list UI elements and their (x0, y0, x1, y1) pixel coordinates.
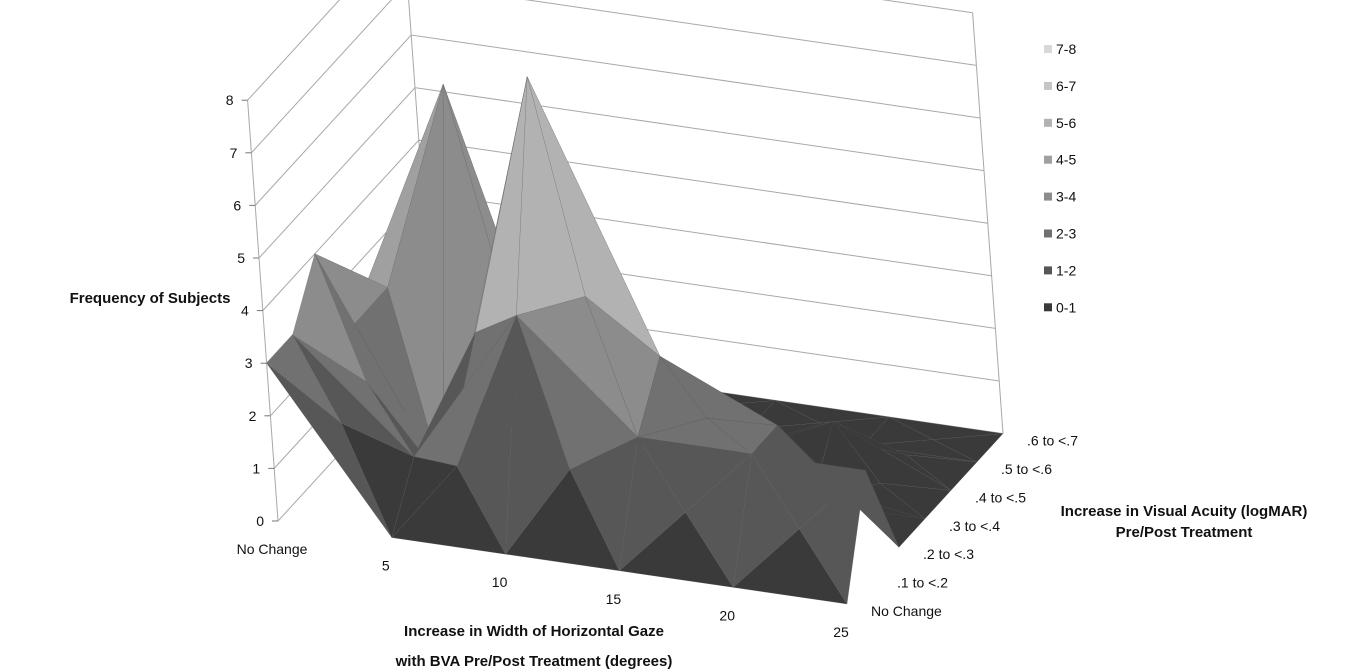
surface-facet (862, 416, 934, 446)
legend-label: 0-1 (1056, 299, 1076, 315)
x-tick-label: No Change (237, 541, 308, 557)
legend-label: 5-6 (1056, 115, 1076, 131)
z-tick-label: 1 (252, 460, 260, 476)
legend: 7-8 6-7 5-6 4-5 3-4 2-3 1-2 0-1 (1044, 41, 1076, 315)
wall-edge (972, 12, 1004, 434)
surface-facet (619, 436, 686, 572)
x-axis: No Change 5 10 15 20 25 (237, 541, 849, 640)
x-tick-label: 15 (606, 591, 622, 607)
legend-swatch (1044, 118, 1052, 127)
z-tick-label: 3 (245, 355, 253, 371)
surface-facet (732, 453, 800, 588)
gridline (254, 34, 981, 206)
surface-plot (266, 76, 1004, 605)
y-tick-label: .1 to <.2 (897, 575, 948, 591)
x-axis-title-line2: with BVA Pre/Post Treatment (degrees) (395, 653, 673, 670)
gridline (251, 0, 977, 154)
x-axis-title-line1: Increase in Width of Horizontal Gaze (404, 623, 664, 640)
legend-label: 4-5 (1056, 152, 1076, 168)
gridline (247, 0, 973, 101)
surface-facet (391, 456, 458, 538)
legend-label: 2-3 (1056, 226, 1076, 242)
x-tick-label: 10 (492, 574, 508, 590)
legend-label: 1-2 (1056, 262, 1076, 278)
z-tick-label: 5 (237, 250, 245, 266)
y-axis-title-line1: Increase in Visual Acuity (logMAR) (1061, 503, 1308, 520)
y-tick-label: .6 to <.7 (1027, 433, 1078, 449)
z-axis: 0 1 2 3 4 5 6 7 8 (226, 92, 278, 529)
z-axis-title: Frequency of Subjects (70, 290, 231, 307)
legend-swatch (1044, 229, 1052, 238)
legend-swatch (1044, 192, 1052, 201)
legend-swatch (1044, 266, 1052, 275)
x-tick-label: 5 (382, 558, 390, 574)
z-tick-label: 0 (256, 513, 264, 529)
y-tick-label: .5 to <.6 (1001, 461, 1052, 477)
y-tick-label: .3 to <.4 (949, 518, 1000, 534)
surface-facet (292, 253, 367, 383)
legend-swatch (1044, 155, 1052, 164)
y-axis: No Change .1 to <.2 .2 to <.3 .3 to <.4 .4 t… (871, 433, 1078, 619)
z-tick-label: 6 (233, 197, 241, 213)
surface-facet (637, 355, 708, 438)
surface-facet (505, 315, 571, 555)
gridline (258, 87, 985, 259)
legend-label: 7-8 (1056, 41, 1076, 57)
legend-label: 6-7 (1056, 78, 1076, 94)
legend-swatch (1044, 45, 1052, 53)
z-tick-label: 7 (230, 145, 238, 161)
y-tick-label: .2 to <.3 (923, 546, 974, 562)
x-tick-label: 25 (833, 624, 849, 640)
surface-facet (516, 76, 586, 316)
z-tick-label: 4 (241, 303, 249, 319)
y-tick-label: .4 to <.5 (975, 489, 1026, 505)
z-tick-label: 8 (226, 92, 234, 108)
legend-swatch (1044, 81, 1052, 90)
x-tick-label: 20 (719, 607, 735, 623)
z-tick-label: 2 (249, 408, 257, 424)
y-axis-title-line2: Pre/Post Treatment (1116, 524, 1253, 541)
legend-label: 3-4 (1056, 189, 1076, 205)
surface-facet (266, 334, 342, 424)
legend-swatch (1044, 303, 1052, 312)
y-tick-label: No Change (871, 603, 942, 619)
